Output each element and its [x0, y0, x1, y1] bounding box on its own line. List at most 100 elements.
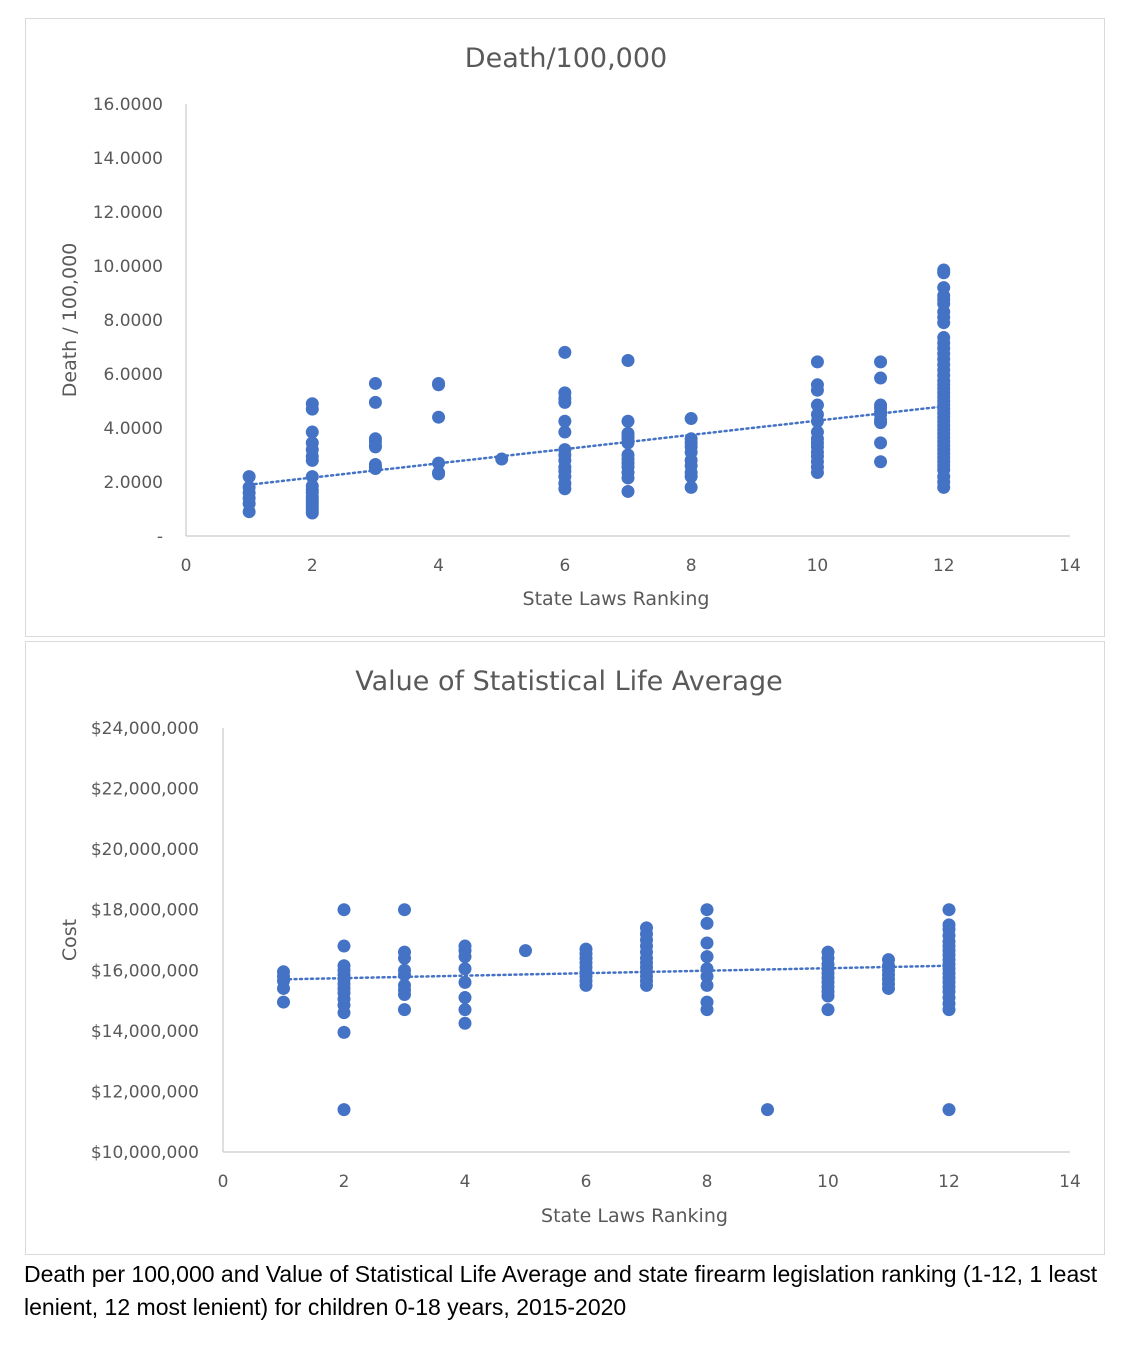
- data-point: [368, 462, 382, 475]
- data-point: [458, 991, 472, 1005]
- chart-title: Value of Statistical Life Average: [355, 666, 782, 697]
- data-point: [621, 436, 635, 450]
- y-tick-label: 16.0000: [93, 95, 163, 115]
- data-point: [398, 903, 411, 917]
- trendline: [282, 964, 951, 981]
- data-point: [684, 480, 698, 494]
- data-point: [874, 355, 888, 369]
- x-tick-label: 2: [339, 1172, 350, 1192]
- data-point: [621, 471, 635, 485]
- chart-panel-statistical-life: Value of Statistical Life Average $10,000…: [25, 641, 1105, 1255]
- x-tick-label: 12: [938, 1172, 960, 1192]
- data-point: [700, 903, 714, 917]
- data-point: [937, 480, 951, 494]
- x-tick-label: 14: [1059, 556, 1081, 576]
- data-point: [558, 482, 572, 496]
- data-point: [874, 455, 888, 469]
- x-tick-label: 14: [1059, 1172, 1081, 1192]
- data-point: [684, 470, 698, 484]
- data-point: [398, 968, 411, 982]
- data-point: [277, 981, 290, 995]
- y-tick-label: $12,000,000: [91, 1082, 199, 1102]
- trendline: [247, 405, 945, 486]
- data-point: [700, 1003, 714, 1017]
- x-tick-label: 10: [817, 1172, 839, 1192]
- data-point: [937, 266, 951, 280]
- x-tick-label: 0: [218, 1172, 229, 1192]
- y-axis-label: Death / 100,000: [59, 243, 81, 398]
- data-point: [942, 903, 956, 917]
- y-tick-label: 2.0000: [104, 473, 163, 493]
- figure-caption: Death per 100,000 and Value of Statistic…: [24, 1261, 1098, 1320]
- data-point: [700, 978, 714, 992]
- data-point: [810, 398, 824, 412]
- data-point: [700, 950, 714, 964]
- y-tick-label: $18,000,000: [91, 901, 199, 921]
- death-rate-scatter-chart: Death/100,000 - 2.0000 4.0000 6.0000 8.0000 10…: [59, 43, 1081, 610]
- data-point: [432, 467, 446, 481]
- data-point: [558, 395, 572, 409]
- data-point: [337, 1025, 351, 1039]
- x-tick-label: 4: [433, 556, 444, 576]
- y-tick-label: 4.0000: [104, 419, 163, 439]
- data-point: [368, 440, 382, 454]
- x-axis-label: State Laws Ranking: [523, 588, 710, 610]
- data-point: [942, 1003, 956, 1017]
- y-tick-label: 14.0000: [93, 149, 163, 169]
- data-point: [558, 414, 572, 428]
- data-point: [242, 470, 256, 484]
- data-point: [458, 1003, 472, 1017]
- y-tick-label: 8.0000: [104, 311, 163, 331]
- data-point: [640, 978, 653, 992]
- data-point: [337, 939, 351, 953]
- data-point: [621, 414, 635, 428]
- data-point: [942, 1103, 956, 1117]
- x-axis-label: State Laws Ranking: [541, 1205, 728, 1227]
- x-tick-label: 0: [181, 556, 192, 576]
- x-tick-label: 6: [581, 1172, 592, 1192]
- data-point: [882, 981, 895, 995]
- y-tick-label: 10.0000: [93, 257, 163, 277]
- data-point: [458, 950, 472, 964]
- y-tick-label: $22,000,000: [91, 780, 199, 800]
- data-point: [398, 988, 411, 1002]
- y-tick-label: $14,000,000: [91, 1022, 199, 1042]
- statistical-life-scatter-chart: Value of Statistical Life Average $10,000…: [59, 666, 1081, 1227]
- x-tick-label: 10: [807, 556, 829, 576]
- y-tick-label: -: [157, 527, 163, 547]
- data-point: [579, 978, 593, 992]
- data-point: [700, 969, 714, 983]
- data-point: [368, 395, 382, 409]
- data-point: [874, 371, 888, 385]
- data-point: [432, 378, 446, 392]
- data-point: [874, 416, 888, 430]
- chart-title: Death/100,000: [465, 43, 667, 74]
- data-point: [700, 936, 714, 950]
- y-tick-label: $20,000,000: [91, 840, 199, 860]
- data-point: [874, 436, 888, 450]
- y-tick-label: $24,000,000: [91, 719, 199, 739]
- data-point: [432, 410, 446, 424]
- data-point: [368, 376, 382, 390]
- y-tick-label: $16,000,000: [91, 961, 199, 981]
- x-tick-label: 2: [307, 556, 318, 576]
- data-point: [700, 916, 714, 930]
- data-point: [432, 456, 446, 470]
- y-axis-label: Cost: [59, 919, 81, 961]
- x-tick-label: 8: [686, 556, 697, 576]
- data-point: [305, 453, 319, 467]
- data-point: [558, 345, 572, 359]
- x-tick-label: 4: [460, 1172, 471, 1192]
- y-tick-label: $10,000,000: [91, 1143, 199, 1163]
- x-tick-label: 12: [933, 556, 955, 576]
- data-point: [810, 383, 824, 397]
- data-point: [458, 1016, 472, 1030]
- data-point: [621, 354, 635, 367]
- x-tick-label: 6: [559, 556, 570, 576]
- data-point: [761, 1103, 774, 1117]
- data-point: [810, 466, 824, 480]
- data-point: [937, 316, 951, 330]
- data-point: [810, 414, 824, 428]
- data-point: [398, 951, 411, 965]
- data-point: [621, 484, 635, 498]
